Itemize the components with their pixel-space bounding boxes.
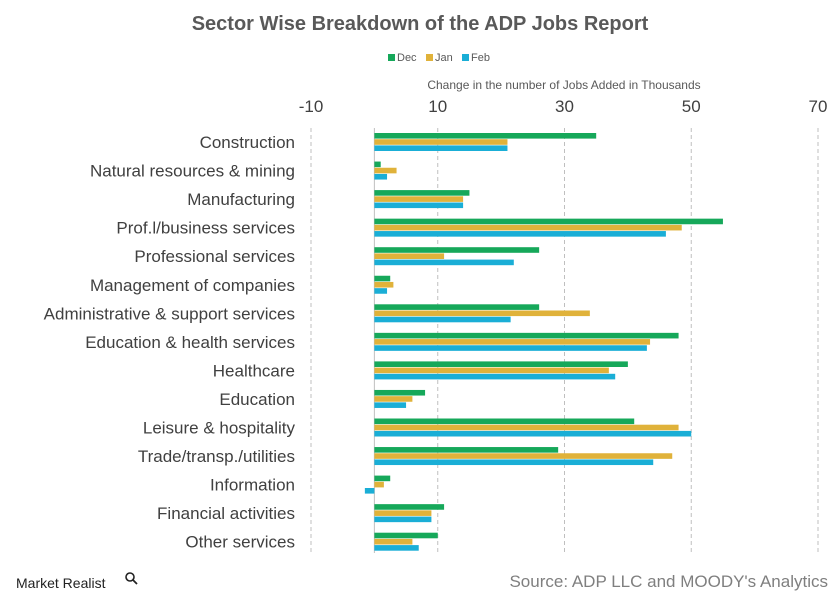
x-axis-ticks: -10 10 30 50 70 [299, 97, 828, 116]
bar-feb [374, 173, 388, 180]
legend-label: Jan [435, 52, 453, 64]
x-tick-label: 10 [428, 97, 447, 116]
bar-jan [374, 310, 590, 317]
bar-feb [374, 459, 654, 466]
legend-item-jan: Jan [426, 52, 453, 64]
bar-dec [374, 504, 445, 510]
category-label: Other services [185, 533, 295, 552]
bar-dec [374, 447, 559, 453]
category-label: Information [210, 476, 295, 495]
legend-label: Dec [397, 52, 417, 64]
category-label: Financial activities [157, 504, 295, 523]
category-label: Education [219, 390, 295, 409]
bar-feb [374, 202, 464, 209]
legend-swatch [426, 54, 433, 61]
bar-feb [374, 430, 692, 437]
source-note: Source: ADP LLC and MOODY's Analytics [509, 572, 828, 591]
bar-feb [374, 316, 511, 323]
bar-dec [374, 532, 438, 539]
bar-feb [374, 516, 432, 523]
bar-jan [374, 253, 445, 259]
bar-dec [374, 475, 391, 482]
bar-jan [374, 139, 508, 145]
category-labels: Construction Natural resources & mining Ma… [44, 133, 296, 552]
category-label: Manufacturing [187, 190, 295, 209]
bar-jan [374, 453, 673, 459]
legend-item-feb: Feb [462, 52, 490, 64]
bar-dec [374, 332, 679, 339]
bar-jan [374, 424, 679, 431]
bar-dec [374, 133, 597, 139]
bar-dec [374, 389, 426, 396]
bar-feb [374, 288, 388, 294]
bar-feb [374, 345, 647, 351]
legend-label: Feb [471, 52, 490, 64]
bar-feb [374, 145, 508, 151]
category-label: Construction [200, 133, 295, 152]
bar-jan [374, 339, 651, 345]
category-label: Natural resources & mining [90, 162, 295, 181]
category-label: Prof.l/business services [116, 219, 295, 238]
bar-feb [374, 373, 616, 380]
legend-swatch [388, 54, 395, 61]
bar-jan [374, 396, 413, 402]
bar-dec [374, 418, 635, 425]
category-label: Education & health services [85, 333, 295, 352]
bar-feb [364, 488, 375, 494]
bar-feb [374, 545, 419, 551]
bar-dec [374, 361, 628, 367]
bar-jan [374, 510, 432, 516]
bar-jan [374, 281, 394, 288]
category-label: Management of companies [90, 276, 295, 295]
x-tick-label: 30 [555, 97, 574, 116]
x-axis-title: Change in the number of Jobs Added in Th… [427, 78, 700, 92]
legend: Dec Jan Feb [388, 52, 490, 64]
legend-item-dec: Dec [388, 52, 417, 64]
legend-swatch [462, 54, 469, 61]
bar-jan [374, 224, 682, 231]
magnifier-icon [125, 572, 138, 585]
bar-dec [374, 247, 540, 253]
brand-logo: Market Realist [16, 572, 138, 591]
bar-jan [374, 367, 609, 374]
bar-dec [374, 304, 540, 310]
bar-jan [374, 167, 397, 174]
bar-jan [374, 538, 413, 545]
chart-title: Sector Wise Breakdown of the ADP Jobs Re… [192, 13, 649, 35]
brand-name: Market Realist [16, 575, 106, 591]
category-label: Leisure & hospitality [143, 419, 296, 438]
bar-dec [374, 161, 381, 168]
category-label: Administrative & support services [44, 304, 295, 323]
bar-dec [374, 190, 470, 196]
category-label: Healthcare [213, 361, 295, 380]
bar-jan [374, 481, 384, 488]
bar-jan [374, 196, 464, 202]
category-label: Professional services [134, 247, 295, 266]
category-label: Trade/transp./utilities [138, 447, 295, 466]
bar-feb [374, 259, 514, 266]
x-tick-label: -10 [299, 97, 324, 116]
bar-feb [374, 402, 407, 408]
x-tick-label: 70 [809, 97, 828, 116]
x-tick-label: 50 [682, 97, 701, 116]
bar-dec [374, 218, 723, 225]
bar-feb [374, 231, 666, 237]
bar-dec [374, 275, 391, 282]
bars [364, 133, 723, 551]
